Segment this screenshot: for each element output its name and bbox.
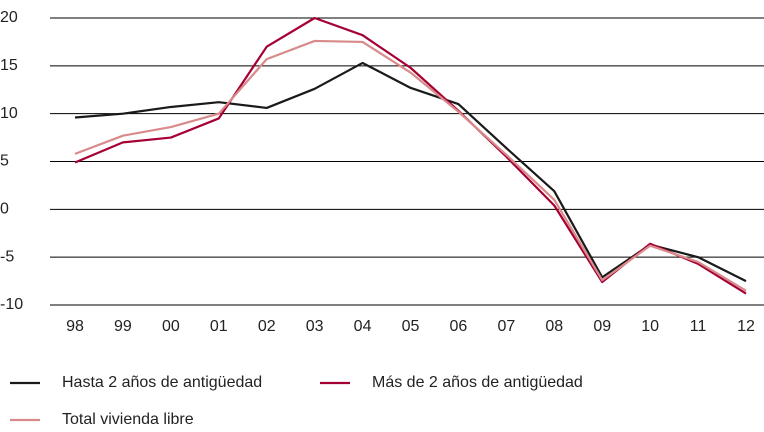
x-tick-label: 08	[545, 318, 563, 335]
y-tick-label: 5	[0, 153, 9, 170]
x-tick-label: 05	[402, 318, 420, 335]
x-tick-label: 09	[593, 318, 611, 335]
y-tick-label: 0	[0, 201, 9, 218]
x-tick-label: 10	[641, 318, 659, 335]
y-tick-label: -10	[0, 296, 23, 313]
series-line	[74, 39, 747, 292]
x-tick-label: 98	[66, 318, 84, 335]
y-tick-label: 10	[0, 105, 18, 122]
x-tick-label: 00	[162, 318, 180, 335]
x-tick-label: 01	[210, 318, 228, 335]
y-tick-label: 20	[0, 9, 18, 26]
y-tick-label: 15	[0, 57, 18, 74]
x-tick-label: 07	[497, 318, 515, 335]
x-tick-label: 12	[737, 318, 755, 335]
x-tick-label: 02	[258, 318, 276, 335]
x-tick-label: 03	[306, 318, 324, 335]
legend-label: Hasta 2 años de antigüedad	[62, 374, 262, 391]
legend-label: Más de 2 años de antigüedad	[372, 374, 583, 391]
x-tick-label: 04	[354, 318, 372, 335]
legend-label: Total vivienda libre	[62, 411, 194, 427]
y-tick-label: -5	[0, 248, 14, 265]
x-tick-label: 06	[450, 318, 468, 335]
series-line	[74, 16, 747, 295]
x-tick-label: 99	[114, 318, 132, 335]
x-tick-label: 11	[690, 318, 707, 335]
